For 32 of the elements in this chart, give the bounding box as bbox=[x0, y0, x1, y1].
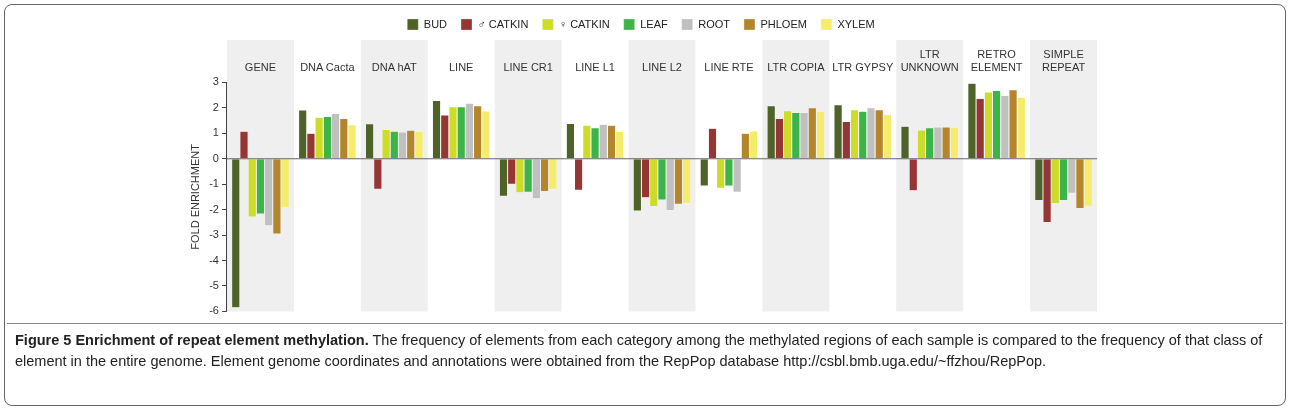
y-tick-label: -1 bbox=[209, 177, 219, 190]
x-tick-label: LINE L2 bbox=[642, 60, 682, 73]
y-tick-label: -6 bbox=[209, 304, 219, 317]
y-axis-title: FOLD ENRICHMENT bbox=[188, 143, 201, 250]
legend-label: ♂ CATKIN bbox=[477, 17, 529, 30]
legend-label: ♀ CATKIN bbox=[558, 17, 610, 30]
text: Figure 5 Enrichment of repeat element methylation. bbox=[15, 332, 369, 348]
legend-label: PHLOEM bbox=[760, 17, 807, 30]
y-tick-label: -4 bbox=[209, 253, 219, 266]
y-tick-label: -5 bbox=[209, 278, 219, 291]
x-tick-label: SIMPLE REPEAT bbox=[1041, 47, 1086, 73]
legend-label: XYLEM bbox=[837, 17, 875, 30]
x-tick-label: LINE CR1 bbox=[503, 60, 553, 73]
legend-label: ROOT bbox=[698, 17, 731, 30]
x-tick-label: LTR UNKNOWN bbox=[900, 47, 959, 73]
x-tick-label: GENE bbox=[244, 60, 277, 73]
x-tick-label: RETRO ELEMENT bbox=[970, 47, 1023, 73]
legend-label: BUD bbox=[423, 17, 448, 30]
y-tick-label: 3 bbox=[212, 75, 219, 88]
x-tick-label: LINE bbox=[448, 60, 474, 73]
x-tick-label: LINE RTE bbox=[704, 60, 754, 73]
x-tick-label: LINE L1 bbox=[575, 60, 615, 73]
x-tick-label: LTR GYPSY bbox=[832, 60, 894, 73]
y-tick-label: 1 bbox=[212, 126, 219, 139]
y-tick-label: 0 bbox=[212, 151, 219, 164]
x-tick-label: LTR COPIA bbox=[767, 60, 826, 73]
x-tick-label: DNA hAT bbox=[371, 60, 418, 73]
y-tick-label: -3 bbox=[209, 228, 219, 241]
y-tick-label: -2 bbox=[209, 202, 219, 215]
y-tick-label: 2 bbox=[212, 100, 219, 113]
x-tick-label: DNA Cacta bbox=[300, 60, 356, 73]
legend-label: LEAF bbox=[640, 17, 668, 30]
